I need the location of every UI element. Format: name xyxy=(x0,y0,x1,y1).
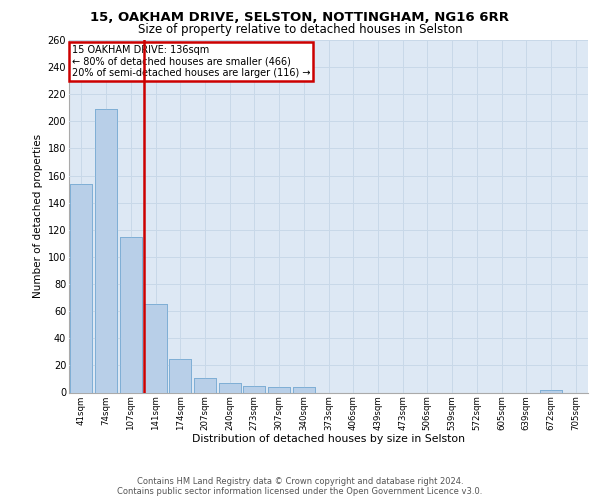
Bar xyxy=(293,387,315,392)
Bar xyxy=(194,378,216,392)
Bar xyxy=(218,383,241,392)
Bar xyxy=(70,184,92,392)
Bar xyxy=(540,390,562,392)
Bar xyxy=(268,387,290,392)
Text: Distribution of detached houses by size in Selston: Distribution of detached houses by size … xyxy=(193,434,466,444)
Bar xyxy=(218,383,241,392)
Bar xyxy=(95,109,117,393)
Bar xyxy=(243,386,265,392)
Bar xyxy=(119,236,142,392)
Text: Contains HM Land Registry data © Crown copyright and database right 2024.
Contai: Contains HM Land Registry data © Crown c… xyxy=(118,476,482,496)
Text: 15 OAKHAM DRIVE: 136sqm
← 80% of detached houses are smaller (466)
20% of semi-d: 15 OAKHAM DRIVE: 136sqm ← 80% of detache… xyxy=(71,46,310,78)
Bar xyxy=(145,304,167,392)
Text: Size of property relative to detached houses in Selston: Size of property relative to detached ho… xyxy=(137,22,463,36)
Text: 15, OAKHAM DRIVE, SELSTON, NOTTINGHAM, NG16 6RR: 15, OAKHAM DRIVE, SELSTON, NOTTINGHAM, N… xyxy=(91,11,509,24)
Bar xyxy=(169,358,191,392)
Bar xyxy=(145,304,167,392)
Bar xyxy=(540,390,562,392)
Bar xyxy=(169,358,191,392)
Bar xyxy=(268,387,290,392)
Bar xyxy=(70,184,92,392)
Bar xyxy=(95,109,117,393)
Y-axis label: Number of detached properties: Number of detached properties xyxy=(34,134,43,298)
Bar xyxy=(119,236,142,392)
Bar xyxy=(194,378,216,392)
Bar xyxy=(293,387,315,392)
Bar xyxy=(243,386,265,392)
